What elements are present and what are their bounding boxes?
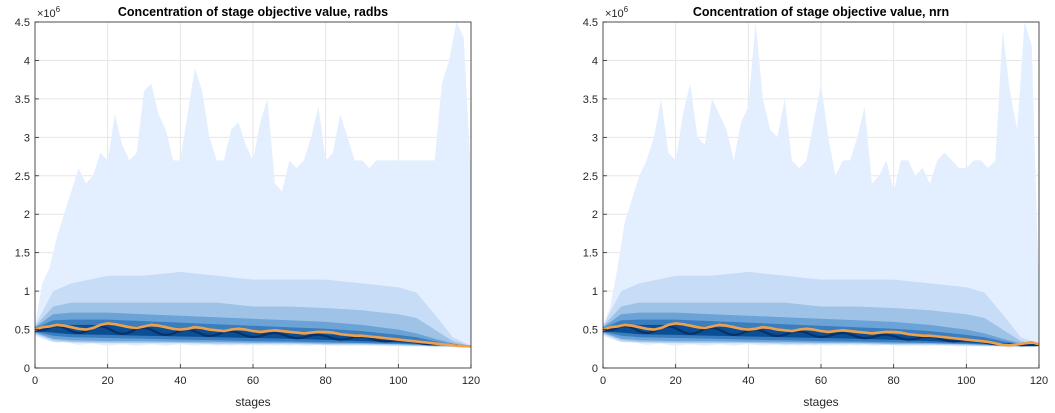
- x-tick-label: 100: [957, 375, 975, 387]
- x-tick-label: 40: [742, 375, 754, 387]
- chart-title: Concentration of stage objective value, …: [118, 5, 388, 19]
- x-tick-label: 0: [600, 375, 606, 387]
- mean-series-line: [602, 322, 1040, 347]
- y-axis-multiplier-exponent: 6: [624, 5, 629, 14]
- y-tick-label: 3: [24, 132, 30, 144]
- x-tick-label: 20: [670, 375, 682, 387]
- y-tick-label: 3.5: [15, 94, 30, 106]
- y-tick-label: 4: [24, 55, 30, 67]
- quantile-band-6: [35, 324, 471, 347]
- y-tick-label: 3.5: [583, 94, 598, 106]
- y-tick-label: 1.5: [583, 248, 598, 260]
- y-tick-label: 0.5: [583, 325, 598, 337]
- x-tick-label: 80: [888, 375, 900, 387]
- x-axis-label: stages: [803, 395, 838, 409]
- x-tick-label: 120: [462, 375, 480, 387]
- y-tick-label: 1: [592, 286, 598, 298]
- chart-panel-2: 0 20 40 60 80 100 120 0 0.5 1 1.5 2 2.5 3 3.5 4 4.5 ×106 C…: [583, 5, 1048, 409]
- x-tick-label: 20: [102, 375, 114, 387]
- y-tick-label: 4.5: [583, 17, 598, 29]
- y-axis-multiplier: ×106: [37, 5, 61, 20]
- chart-panel-1: 0 20 40 60 80 100 120 0 0.5 1 1.5 2 2.5 3 3.5 4 4.5 ×106 C…: [15, 5, 480, 409]
- y-tick-label: 4: [592, 55, 598, 67]
- y-tick-label: 2.5: [15, 171, 30, 183]
- y-tick-label: 1.5: [15, 248, 30, 260]
- y-tick-label: 2: [24, 209, 30, 221]
- y-axis-multiplier-exponent: 6: [56, 5, 61, 14]
- y-tick-label: 2.5: [583, 171, 598, 183]
- x-tick-label: 120: [1030, 375, 1048, 387]
- quantile-band-1: [603, 22, 1039, 348]
- quantile-band-6: [603, 324, 1039, 346]
- y-tick-label: 4.5: [15, 17, 30, 29]
- x-axis-label: stages: [235, 395, 270, 409]
- x-tick-label: 80: [320, 375, 332, 387]
- y-tick-label: 0: [592, 363, 598, 375]
- x-tick-label: 100: [389, 375, 407, 387]
- x-tick-label: 40: [174, 375, 186, 387]
- quantile-band-1: [35, 22, 471, 348]
- chart-title: Concentration of stage objective value, …: [693, 5, 949, 19]
- y-axis-multiplier: ×106: [605, 5, 629, 20]
- y-tick-label: 1: [24, 286, 30, 298]
- x-tick-label: 0: [32, 375, 38, 387]
- x-tick-label: 60: [247, 375, 259, 387]
- y-tick-label: 2: [592, 209, 598, 221]
- y-tick-label: 3: [592, 132, 598, 144]
- mean-series-line: [34, 322, 472, 348]
- x-tick-label: 60: [815, 375, 827, 387]
- y-tick-label: 0: [24, 363, 30, 375]
- y-tick-label: 0.5: [15, 325, 30, 337]
